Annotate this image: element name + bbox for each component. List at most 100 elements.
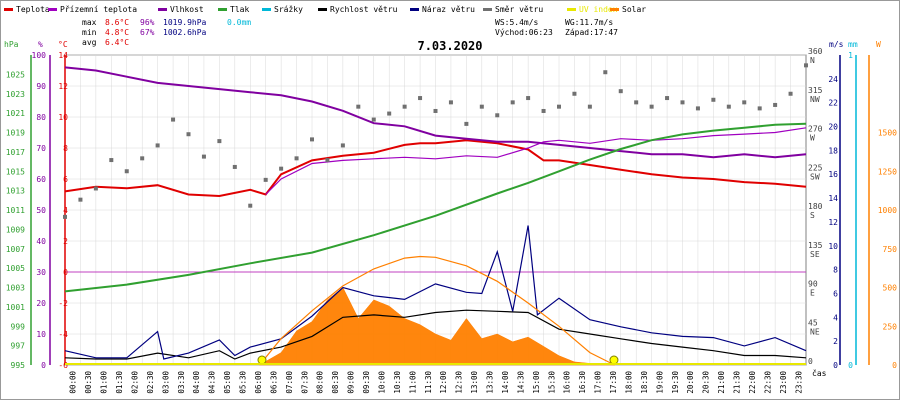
wind-dir-tick-label: E: [810, 289, 815, 298]
pressure-axis-tick-label: 1021: [6, 109, 25, 118]
wind-dir-point: [294, 156, 299, 161]
stat-avg-temp: 6.4°C: [105, 38, 129, 47]
wind-dir-point: [557, 104, 561, 109]
legend-swatch: [218, 8, 227, 11]
x-tick-label: 03:30: [177, 371, 186, 394]
temperature-axis-tick-label: 12: [58, 82, 68, 91]
wind-dir-point: [680, 100, 685, 105]
x-tick-label: 08:30: [331, 371, 340, 394]
wind-dir-point: [757, 106, 762, 111]
x-tick-label: 23:30: [794, 371, 803, 394]
temperature-axis-tick-label: 14: [58, 51, 68, 60]
solar-tick-label: 1250: [878, 167, 897, 176]
x-tick-label: 00:30: [84, 371, 93, 394]
legend-label: Rychlost větru: [330, 5, 398, 14]
x-tick-label: 17:30: [609, 371, 618, 394]
pressure-axis-tick-label: 1015: [6, 167, 25, 176]
stats-block: max 8.6°C 96% 1019.9hPa 0.0mm min 4.8°C …: [82, 18, 618, 47]
legend-swatch: [567, 8, 576, 11]
x-tick-label: 03:00: [161, 371, 170, 394]
wind-dir-point: [279, 166, 284, 171]
x-tick-label: 04:30: [208, 371, 217, 394]
x-tick-label: 18:00: [624, 371, 633, 394]
chart-title: 7.03.2020: [417, 39, 482, 53]
temperature-axis-tick-label: 8: [63, 144, 68, 153]
wind-dir-point: [649, 104, 654, 109]
legend-label: Vlhkost: [170, 5, 204, 14]
humidity-axis-tick-label: 30: [36, 268, 46, 277]
wind-speed-axis-tick-label: 20: [828, 123, 838, 132]
humidity-axis-tick-label: 40: [36, 237, 46, 246]
stat-max-label: max: [82, 18, 97, 27]
x-tick-label: 08:00: [316, 371, 325, 394]
humidity-axis-tick-label: 60: [36, 175, 46, 184]
wind-dir-point: [93, 186, 98, 191]
wind-dir-tick-label: 135: [808, 241, 823, 250]
wind-dir-point: [217, 139, 222, 144]
wind-dir-tick-label: N: [810, 56, 815, 65]
humidity-axis-tick-label: 100: [32, 51, 47, 60]
wind-dir-point: [248, 203, 253, 208]
wind-dir-tick-label: 90: [808, 280, 818, 289]
wind-dir-tick-label: 315: [808, 86, 823, 95]
wind-dir-point: [310, 137, 314, 142]
wind-dir-point: [232, 164, 237, 169]
stat-max-rain: 0.0mm: [227, 18, 251, 27]
legend-label: Srážky: [274, 5, 303, 14]
x-tick-label: 09:00: [347, 371, 356, 394]
legend-swatch: [48, 8, 57, 11]
wind-dir-point: [711, 97, 716, 102]
legend-label: Tlak: [230, 5, 249, 14]
temperature-axis-tick-label: 10: [58, 113, 68, 122]
wind-dir-point: [433, 108, 438, 113]
pressure-axis-tick-label: 1013: [6, 187, 25, 196]
pressure-axis-tick-label: 1011: [6, 206, 25, 215]
wind-speed-axis-tick-label: 10: [828, 242, 838, 251]
humidity-axis-tick-label: 50: [36, 206, 46, 215]
x-tick-label: 16:00: [563, 371, 572, 394]
solar-tick-label: 0: [892, 361, 897, 370]
wind-dir-point: [155, 143, 160, 148]
legend-swatch: [483, 8, 492, 11]
temperature-axis-tick-label: 0: [63, 268, 68, 277]
axis-units: hPa % °C m/s mm W čas: [4, 40, 881, 378]
pressure-axis-tick-label: 1019: [6, 129, 25, 138]
x-tick-label: 20:30: [702, 371, 711, 394]
solar-tick-label: 750: [883, 245, 898, 254]
wind-dir-point: [263, 177, 268, 182]
wind-dir-point: [371, 117, 376, 122]
wind-speed-axis-tick-label: 2: [833, 337, 838, 346]
x-tick-label: 11:30: [424, 371, 433, 394]
legend-swatch: [262, 8, 271, 11]
wind-dir-tick-label: SE: [810, 250, 820, 259]
stat-min-press: 1002.6hPa: [163, 28, 207, 37]
pressure-axis-tick-label: 999: [11, 322, 26, 331]
wind-dir-point: [124, 169, 129, 174]
x-tick-label: 01:30: [115, 371, 124, 394]
solar-area: [258, 287, 615, 366]
wind-dir-point: [788, 91, 793, 96]
humidity-axis-tick-label: 80: [36, 113, 46, 122]
unit-c: °C: [58, 40, 68, 49]
pressure-axis-tick-label: 1009: [6, 225, 25, 234]
legend-label: Teplota: [16, 5, 50, 14]
x-tick-label: 07:00: [285, 371, 294, 394]
wind-dir-point: [171, 117, 176, 122]
wind-dir-point: [726, 104, 731, 109]
wind-dir-point: [78, 197, 83, 202]
wind-dir-point: [340, 143, 345, 148]
x-tick-label: 13:00: [470, 371, 479, 394]
unit-pct: %: [38, 40, 43, 49]
x-tick-label: 02:00: [130, 371, 139, 394]
wind-dir-point: [356, 104, 361, 109]
series-line: [64, 225, 807, 360]
series-line: [265, 127, 807, 195]
wind-dir-tick-label: W: [810, 134, 815, 143]
x-tick-label: 10:30: [393, 371, 402, 394]
x-tick-label: 15:30: [547, 371, 556, 394]
wind-dir-point: [140, 156, 145, 161]
wind-dir-point: [109, 158, 114, 163]
x-tick-label: 12:00: [439, 371, 448, 394]
humidity-axis-tick-label: 90: [36, 82, 46, 91]
